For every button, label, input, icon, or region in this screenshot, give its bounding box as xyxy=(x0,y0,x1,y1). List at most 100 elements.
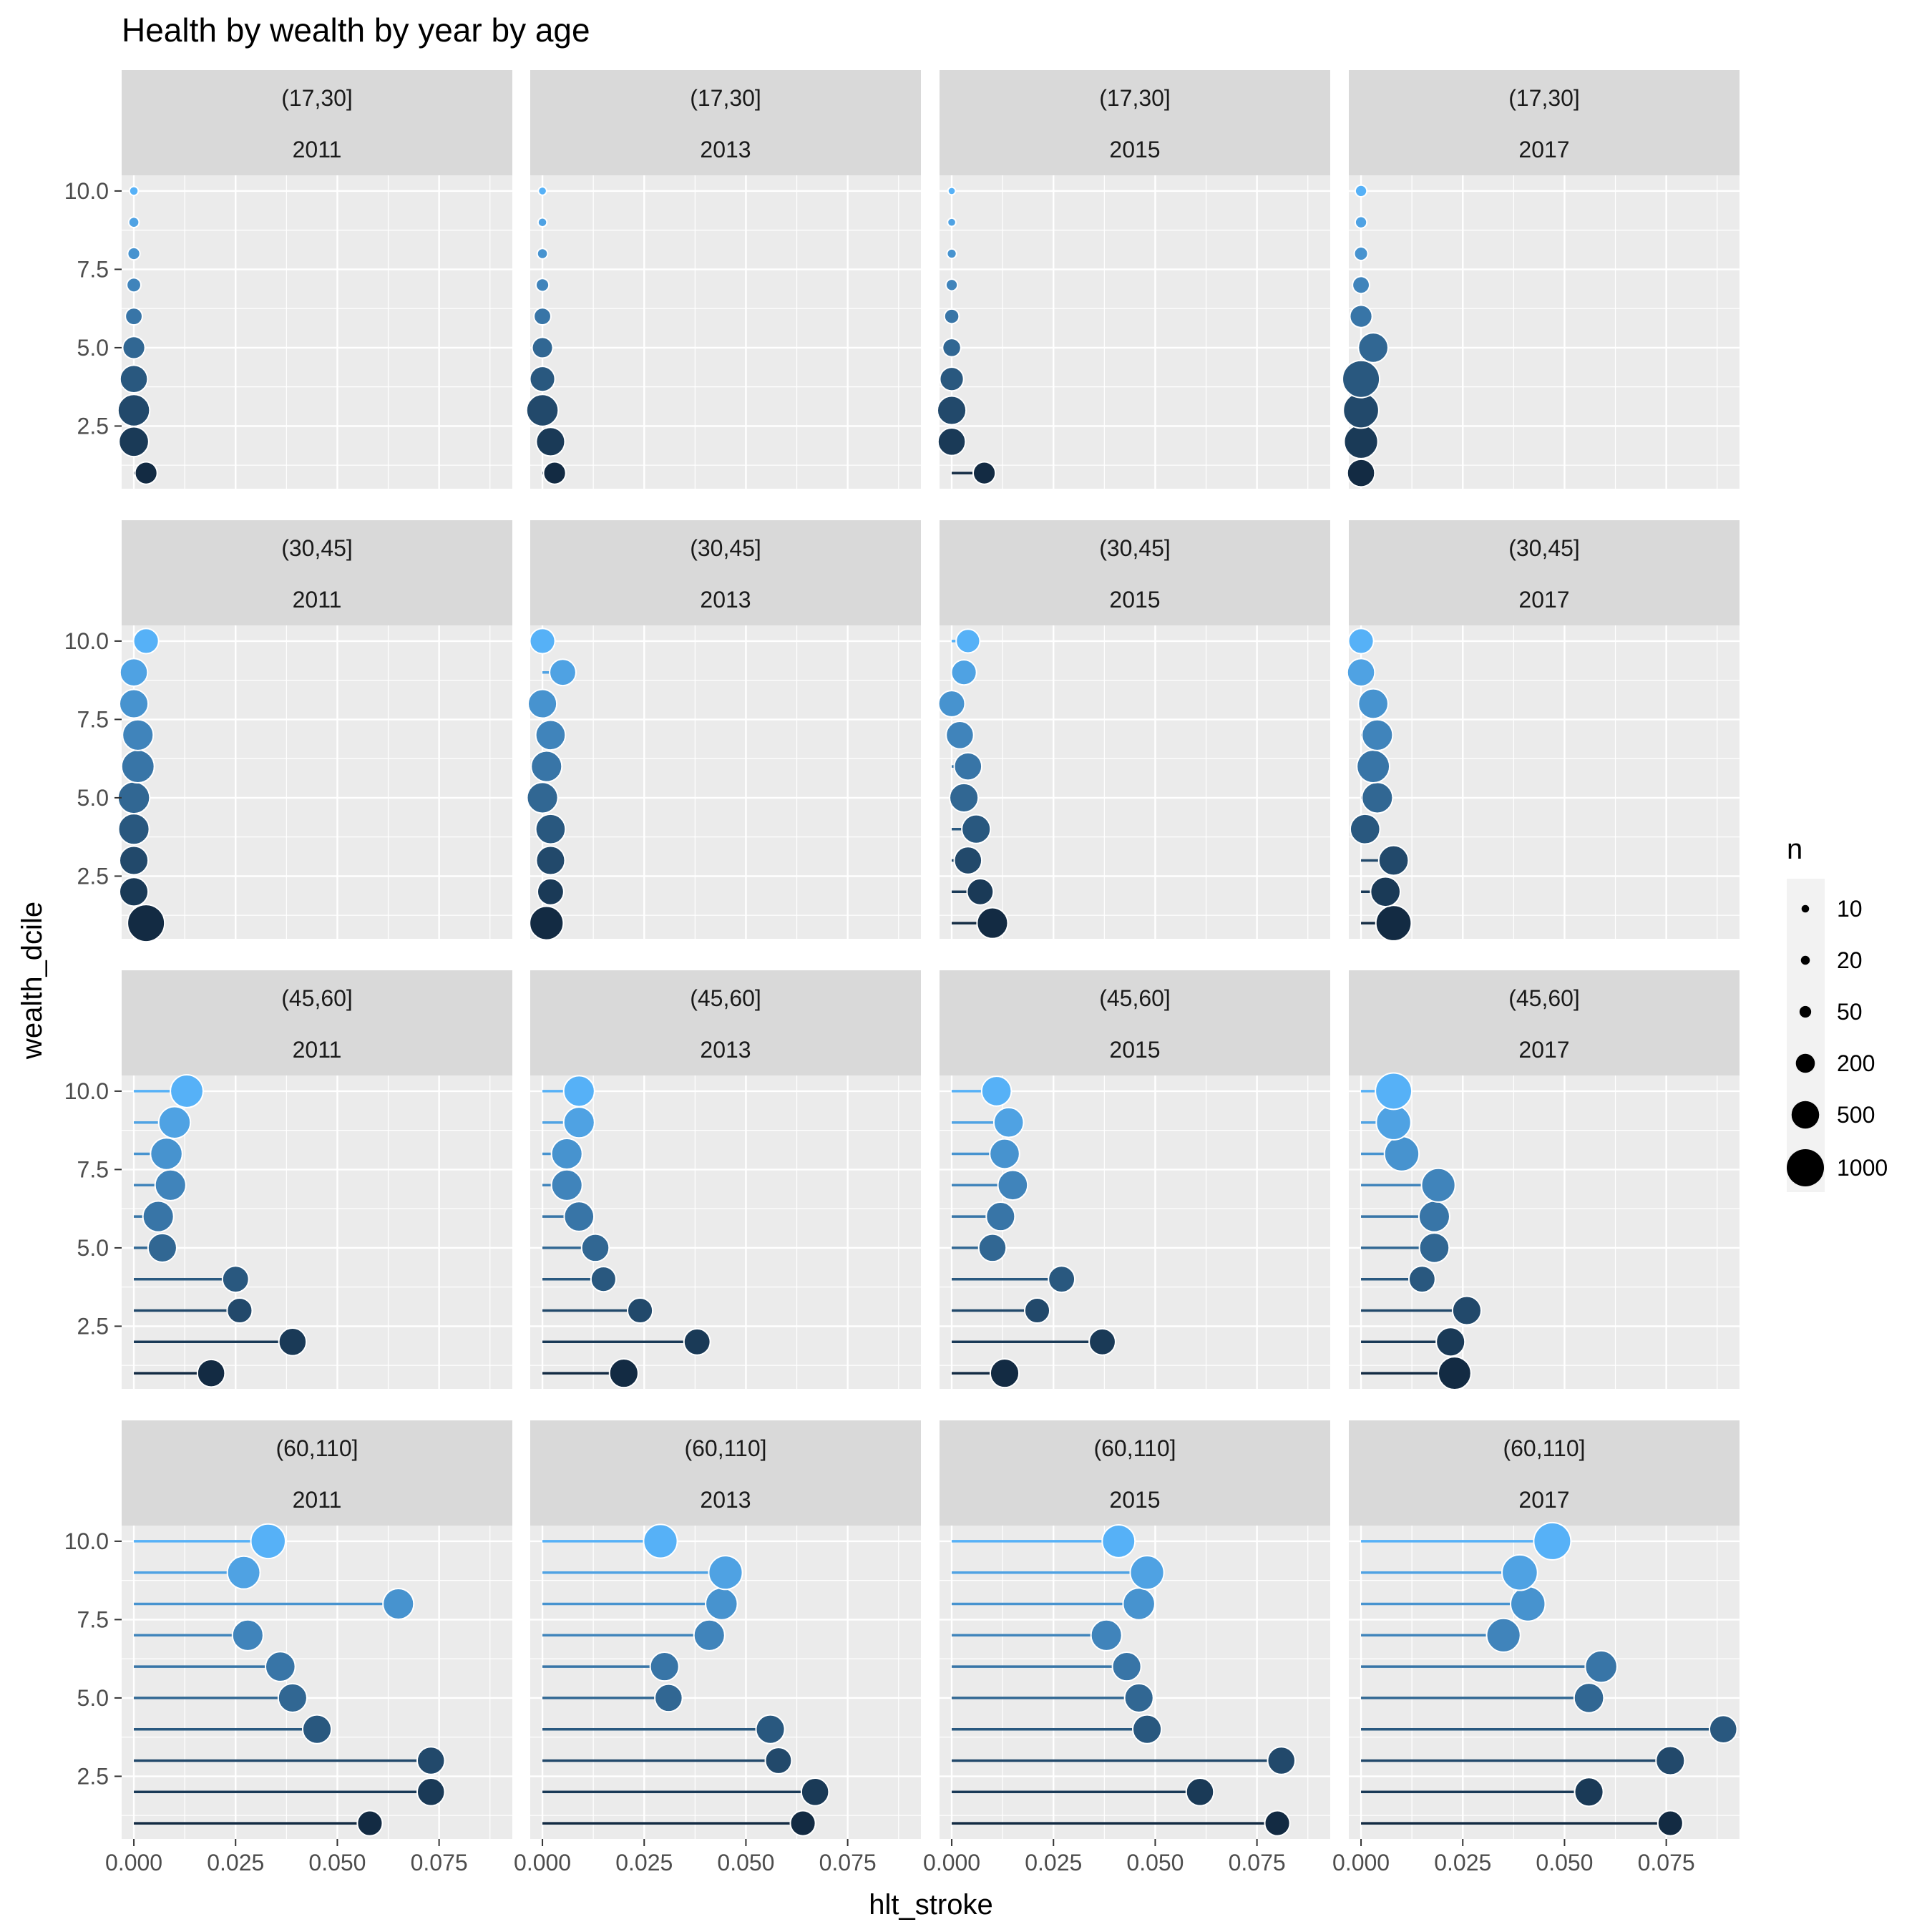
data-point xyxy=(1349,813,1381,845)
data-point xyxy=(1347,628,1375,655)
data-point xyxy=(118,426,150,458)
data-point xyxy=(537,877,565,906)
data-point xyxy=(1356,749,1391,784)
facet-panel: (17,30] 2015 xyxy=(937,70,1330,489)
data-point xyxy=(1132,1714,1163,1745)
x-tick-label: 0.025 xyxy=(1434,1850,1491,1875)
data-point xyxy=(755,1714,786,1745)
data-point xyxy=(949,782,980,813)
data-point xyxy=(1573,1682,1605,1714)
facet-strip xyxy=(530,70,921,175)
facet-panel: (60,110] 2017 xyxy=(1349,1420,1740,1839)
data-point xyxy=(1420,1167,1456,1203)
facet-panel: (45,60] 2013 xyxy=(530,970,921,1389)
data-point xyxy=(1708,1714,1738,1744)
data-point xyxy=(992,1106,1025,1138)
panel-background xyxy=(122,625,512,939)
facet-panel: (17,30] 2011 xyxy=(117,70,512,489)
legend-label: 50 xyxy=(1837,999,1863,1025)
panel-background xyxy=(122,175,512,489)
data-point xyxy=(683,1327,711,1356)
y-tick-label: 7.5 xyxy=(77,706,109,732)
data-point xyxy=(1418,1232,1450,1264)
facet-strip-age-label: (45,60] xyxy=(690,985,761,1011)
data-point xyxy=(170,1073,204,1108)
data-point xyxy=(945,278,959,292)
data-point xyxy=(1353,245,1369,262)
facet-strip xyxy=(1349,970,1740,1075)
data-point xyxy=(947,186,957,196)
data-point xyxy=(1354,215,1368,229)
facet-strip-year-label: 2013 xyxy=(700,1487,751,1513)
data-point xyxy=(563,1201,595,1232)
y-tick-label: 2.5 xyxy=(77,863,109,889)
data-point xyxy=(530,750,563,783)
data-point xyxy=(122,718,155,751)
facet-strip-age-label: (30,45] xyxy=(281,535,353,561)
data-point xyxy=(1357,332,1389,364)
data-point xyxy=(196,1358,226,1388)
data-point xyxy=(1485,1617,1521,1653)
data-point xyxy=(1264,1810,1291,1837)
facet-strip-age-label: (30,45] xyxy=(1099,535,1171,561)
facet-strip xyxy=(530,520,921,625)
data-point xyxy=(947,217,957,228)
facet-strip xyxy=(122,520,512,625)
data-point xyxy=(1407,1265,1436,1294)
data-point xyxy=(531,336,554,359)
x-tick-label: 0.075 xyxy=(819,1850,877,1875)
facet-strip xyxy=(122,970,512,1075)
facet-strip-year-label: 2015 xyxy=(1109,1487,1160,1513)
data-point xyxy=(989,1138,1020,1170)
y-tick-label: 5.0 xyxy=(77,785,109,811)
x-tick-label: 0.050 xyxy=(1126,1850,1184,1875)
data-point xyxy=(562,1075,595,1108)
facet-strip-year-label: 2017 xyxy=(1518,1037,1569,1063)
data-point xyxy=(1023,1297,1051,1324)
data-point xyxy=(277,1682,308,1713)
data-point xyxy=(980,1075,1013,1107)
facet-strip xyxy=(940,1420,1330,1526)
data-point xyxy=(1451,1295,1482,1326)
data-point xyxy=(122,336,146,360)
x-tick-label: 0.075 xyxy=(1638,1850,1695,1875)
data-point xyxy=(953,751,983,781)
legend-label: 20 xyxy=(1837,947,1863,973)
legend-title: n xyxy=(1787,834,1802,865)
size-legend: n 10 20 50 200 500 1000 xyxy=(1787,834,1888,1192)
legend-key xyxy=(1799,1005,1812,1018)
legend-key xyxy=(1801,904,1810,913)
data-point xyxy=(590,1266,617,1293)
data-point xyxy=(1185,1777,1215,1807)
data-point xyxy=(1574,1777,1604,1807)
data-point xyxy=(950,659,977,686)
y-axis-group: 2.5 5.0 7.5 10.0 2.5 5.0 7.5 10.0 2.5 5.0 7.5 10.0 2… xyxy=(64,178,122,1789)
y-tick-label: 10.0 xyxy=(64,1078,109,1104)
y-tick-label: 10.0 xyxy=(64,1528,109,1554)
data-point xyxy=(1501,1553,1538,1591)
data-point xyxy=(157,1106,192,1139)
data-point xyxy=(537,217,548,228)
legend-label: 500 xyxy=(1837,1102,1875,1128)
data-point xyxy=(1123,1682,1154,1713)
facet-strip-year-label: 2017 xyxy=(1518,1487,1569,1513)
legend-key xyxy=(1791,1101,1820,1129)
data-point xyxy=(126,277,142,293)
data-point xyxy=(708,1555,743,1591)
facet-strip xyxy=(530,970,921,1075)
data-point xyxy=(119,658,149,687)
facet-panel: (60,110] 2015 xyxy=(940,1420,1330,1839)
data-point xyxy=(985,1201,1016,1232)
data-point xyxy=(989,1358,1020,1389)
data-point xyxy=(127,246,141,261)
data-point xyxy=(416,1777,446,1807)
panel-background xyxy=(1349,625,1740,939)
facet-strip-year-label: 2017 xyxy=(1518,587,1569,613)
data-point xyxy=(535,278,550,293)
data-point xyxy=(1346,458,1376,488)
legend-key-background xyxy=(1787,879,1825,1192)
x-tick-label: 0.050 xyxy=(1536,1850,1593,1875)
facet-strip-age-label: (60,110] xyxy=(1503,1435,1585,1461)
facet-strip-age-label: (17,30] xyxy=(1508,85,1580,111)
data-point xyxy=(550,1169,583,1201)
